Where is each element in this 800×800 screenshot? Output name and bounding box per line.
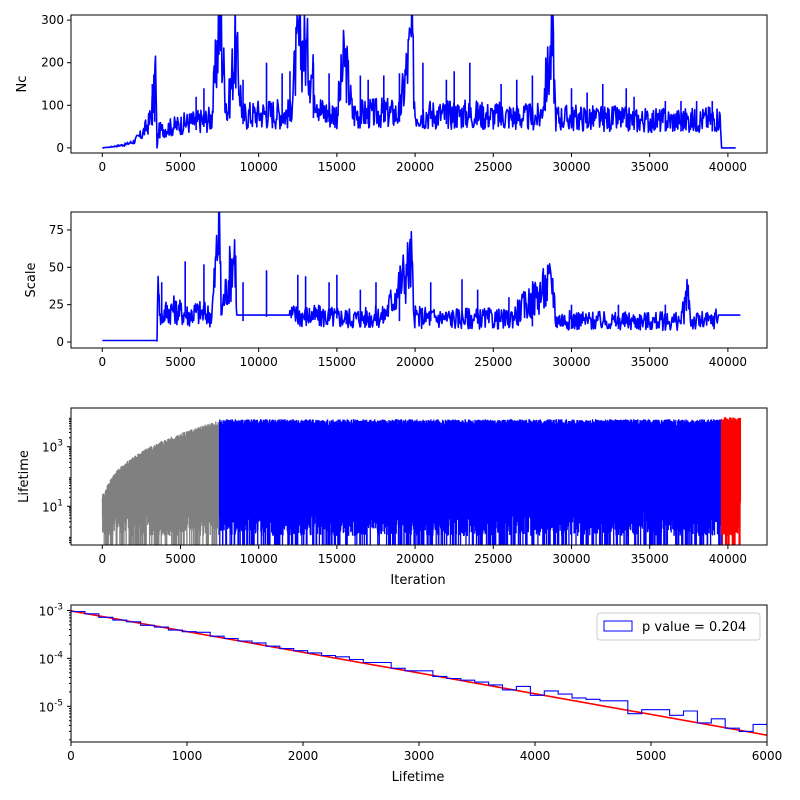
y-tick-label: 75 [49, 223, 64, 237]
x-tick-label: 0 [98, 355, 106, 369]
legend: p value = 0.204 [596, 612, 761, 641]
x-tick-label: 20000 [396, 552, 434, 566]
x-tick-label: 2000 [288, 749, 319, 763]
y-axis-label: Nc [15, 76, 30, 93]
x-axis-label: Lifetime [392, 770, 445, 785]
series-lifetime-0 [101, 420, 221, 545]
x-tick-label: 5000 [165, 160, 196, 174]
x-axis-label: Iteration [390, 573, 445, 588]
x-tick-label: 0 [67, 749, 75, 763]
plot-area [101, 417, 742, 545]
y-tick-label: 0 [56, 141, 64, 155]
x-tick-label: 3000 [404, 749, 435, 763]
y-tick-label: 25 [49, 298, 64, 312]
scale-panel: 0 5000 10000 15000 20000 25000 30000 35000 40000… [24, 211, 768, 369]
axes-frame [70, 211, 768, 349]
x-tick-label: 40000 [709, 552, 747, 566]
x-tick-label: 5000 [165, 552, 196, 566]
x-tick-label: 25000 [474, 355, 512, 369]
y-tick-label: 10-4 [39, 650, 64, 666]
y-tick-label: 50 [49, 260, 64, 274]
y-tick-label: 10-5 [39, 698, 63, 714]
axes-frame [70, 407, 768, 546]
series-lifetime-2 [720, 417, 742, 545]
x-tick-label: 15000 [318, 552, 356, 566]
x-tick-label: 20000 [396, 160, 434, 174]
legend-frame [596, 612, 761, 641]
plot-area [71, 610, 767, 742]
x-tick-label: 15000 [318, 160, 356, 174]
x-tick-label: 5000 [165, 355, 196, 369]
y-tick-label: 200 [41, 56, 64, 70]
x-tick-label: 25000 [474, 552, 512, 566]
legend-swatch [603, 620, 633, 632]
x-tick-label: 25000 [474, 160, 512, 174]
y-tick-label: 300 [41, 13, 64, 27]
x-tick-label: 20000 [396, 355, 434, 369]
legend-label: p value = 0.204 [642, 620, 746, 635]
x-tick-label: 40000 [709, 160, 747, 174]
y-tick-label: 100 [41, 98, 64, 112]
x-tick-label: 4000 [520, 749, 551, 763]
y-tick-label: 0 [56, 335, 64, 349]
x-tick-label: 35000 [631, 552, 669, 566]
series-line [102, 212, 741, 342]
histogram-panel: p value = 0.204 0 1000 2000 3000 4000 5000 6000… [39, 602, 783, 785]
x-tick-label: 5000 [636, 749, 667, 763]
x-tick-label: 30000 [552, 355, 590, 369]
x-tick-label: 35000 [631, 355, 669, 369]
x-tick-label: 1000 [172, 749, 203, 763]
series-line [102, 15, 736, 149]
x-tick-label: 40000 [709, 355, 747, 369]
plot-area [102, 15, 736, 149]
y-tick-label: 101 [42, 498, 63, 514]
x-tick-label: 6000 [752, 749, 783, 763]
x-tick-label: 10000 [240, 552, 278, 566]
x-tick-label: 10000 [240, 355, 278, 369]
x-tick-label: 30000 [552, 552, 590, 566]
x-tick-label: 35000 [631, 160, 669, 174]
x-tick-label: 15000 [318, 355, 356, 369]
nc-panel: 0 5000 10000 15000 20000 25000 30000 35000 40000… [15, 13, 768, 174]
y-axis-label: Scale [24, 263, 39, 298]
histogram-steps [71, 610, 767, 742]
y-axis-label: Lifetime [17, 450, 32, 503]
y-tick-label: 103 [42, 439, 63, 455]
x-tick-label: 0 [98, 552, 106, 566]
x-tick-label: 30000 [552, 160, 590, 174]
x-tick-label: 0 [98, 160, 106, 174]
plot-area [102, 212, 741, 342]
axes-frame [70, 14, 768, 154]
y-tick-label: 10-3 [39, 602, 63, 618]
lifetime-panel: 0 5000 10000 15000 20000 25000 30000 35000 40000… [17, 407, 768, 588]
x-tick-label: 10000 [240, 160, 278, 174]
series-lifetime-1 [218, 419, 723, 545]
